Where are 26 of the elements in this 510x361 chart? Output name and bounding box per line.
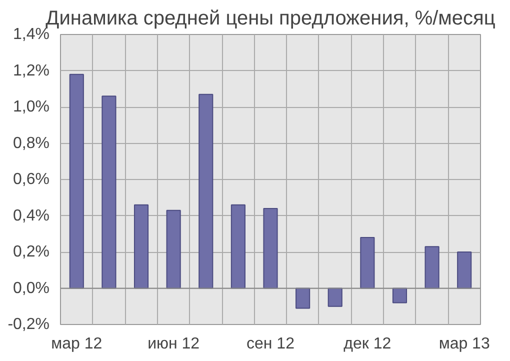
y-tick-label: 1,2% [13, 62, 50, 80]
y-tick-label: 0,0% [13, 280, 50, 297]
x-tick-label: июн 12 [148, 336, 200, 352]
y-tick-label: -0,2% [8, 316, 50, 333]
bar [69, 74, 84, 289]
y-tick-label: 1,0% [13, 98, 50, 116]
x-tick-label: мар 13 [438, 336, 490, 352]
y-tick-label: 0,6% [13, 171, 50, 188]
x-tick-label: сен 12 [246, 336, 295, 352]
bar [296, 288, 310, 309]
y-tick-label: 0,8% [13, 134, 50, 152]
bar [230, 204, 246, 289]
bar [166, 210, 181, 289]
x-tick-label: дек 12 [344, 336, 392, 352]
y-tick-label: 0,4% [13, 207, 50, 224]
bar [424, 246, 440, 289]
y-tick-label: 0,2% [13, 244, 50, 260]
bar [198, 94, 214, 289]
bar [392, 288, 408, 304]
bar [360, 237, 375, 289]
bar [102, 96, 116, 289]
x-tick-label: мар 12 [51, 336, 102, 352]
bar [328, 288, 342, 307]
bar [457, 252, 472, 289]
bar [134, 204, 149, 289]
bar [263, 208, 278, 289]
